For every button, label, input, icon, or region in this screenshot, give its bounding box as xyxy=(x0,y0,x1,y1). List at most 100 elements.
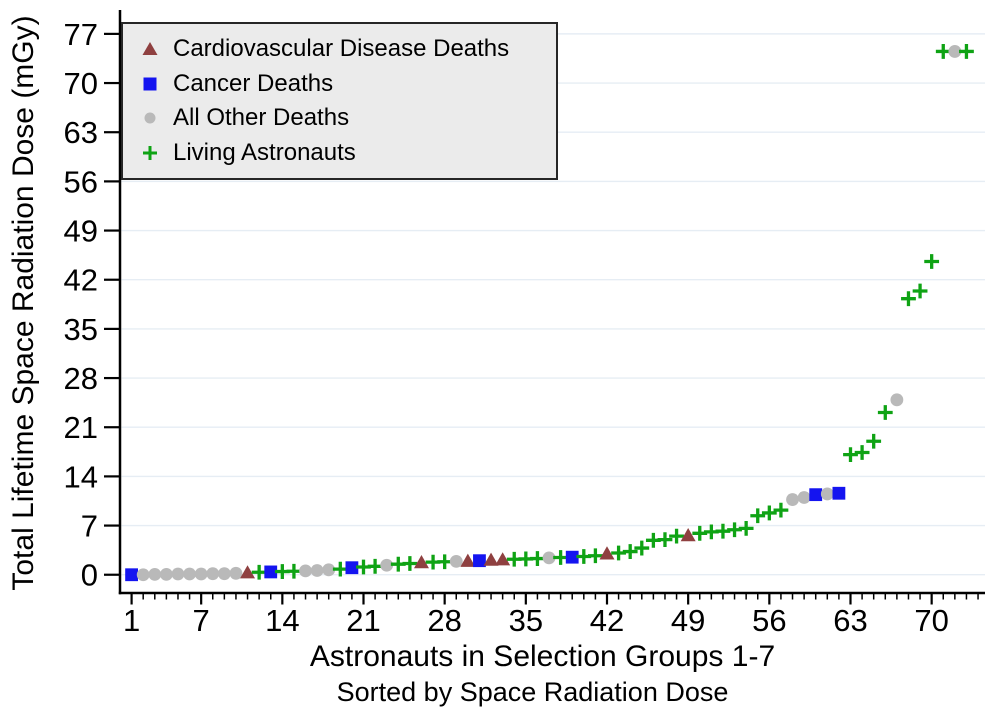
data-point-plus xyxy=(553,550,569,565)
data-point-circle xyxy=(171,567,185,581)
x-tick-label-35: 35 xyxy=(509,603,543,638)
data-point-plus xyxy=(622,544,638,559)
data-point-circle xyxy=(322,563,336,577)
x-axis-subtitle: Sorted by Space Radiation Dose xyxy=(336,677,729,707)
legend-label: Living Astronauts xyxy=(173,139,356,167)
y-tick-label-35: 35 xyxy=(64,312,98,347)
data-point-plus xyxy=(773,502,789,518)
y-tick-label-21: 21 xyxy=(64,410,98,445)
data-point-circle xyxy=(542,551,556,565)
data-point-circle xyxy=(148,567,162,581)
data-point-triangle xyxy=(599,546,615,560)
data-point-triangle xyxy=(680,528,696,542)
x-tick-label-49: 49 xyxy=(671,603,705,638)
data-point-triangle xyxy=(495,552,511,566)
data-point-triangle xyxy=(483,552,499,566)
data-point-circle xyxy=(948,45,962,58)
y-axis-title: Total Lifetime Space Radiation Dose (mGy… xyxy=(7,15,40,591)
y-tick-label-7: 7 xyxy=(81,509,98,544)
data-point-circle xyxy=(890,393,904,407)
data-point-circle xyxy=(159,567,173,581)
x-tick-label-28: 28 xyxy=(427,603,461,638)
x-axis-title: Astronauts in Selection Groups 1-7 xyxy=(309,640,776,673)
square-legend-icon xyxy=(143,77,157,91)
data-point-plus xyxy=(367,558,383,574)
data-point-circle xyxy=(449,554,463,568)
data-point-circle xyxy=(310,564,324,577)
data-point-plus xyxy=(738,520,754,536)
y-tick-label-70: 70 xyxy=(64,66,98,101)
data-point-plus xyxy=(866,433,882,449)
data-point-plus xyxy=(437,554,453,570)
x-tick-label-14: 14 xyxy=(265,603,299,638)
data-point-plus xyxy=(251,564,267,580)
data-point-circle xyxy=(820,487,834,501)
triangle-glyph xyxy=(142,41,158,55)
legend-label: All Other Deaths xyxy=(173,104,350,132)
x-tick-label-70: 70 xyxy=(914,603,948,638)
y-tick-label-14: 14 xyxy=(64,459,98,494)
x-tick-label-63: 63 xyxy=(833,603,867,638)
circle-legend-icon xyxy=(144,112,156,124)
y-tick-label-42: 42 xyxy=(64,263,98,298)
data-point-plus xyxy=(935,44,951,59)
data-point-plus xyxy=(761,505,777,521)
legend-item-living: Living Astronauts xyxy=(139,141,556,165)
square-glyph xyxy=(143,77,157,91)
data-point-circle xyxy=(797,491,811,504)
data-point-square xyxy=(473,554,486,568)
data-point-plus xyxy=(402,556,418,571)
x-tick-label-1: 1 xyxy=(123,603,140,638)
legend-item-cancer: Cancer Deaths xyxy=(139,69,556,97)
x-tick-label-42: 42 xyxy=(590,603,624,638)
x-tick-label-56: 56 xyxy=(752,603,786,638)
y-tick-label-49: 49 xyxy=(64,214,98,249)
y-tick-label-77: 77 xyxy=(64,17,98,52)
circle-glyph xyxy=(144,112,156,124)
data-point-triangle xyxy=(240,565,256,579)
data-point-plus xyxy=(588,548,603,564)
data-point-plus xyxy=(912,283,928,299)
data-point-circle xyxy=(299,564,312,578)
triangle-legend-icon xyxy=(142,41,158,55)
x-tick-label-7: 7 xyxy=(193,603,210,638)
data-point-plus xyxy=(657,532,673,548)
data-point-plus xyxy=(959,44,974,59)
legend-item-cvd: Cardiovascular Disease Deaths xyxy=(139,34,556,62)
data-point-plus xyxy=(750,508,766,524)
y-tick-label-28: 28 xyxy=(64,361,98,396)
data-point-circle xyxy=(229,566,243,580)
data-point-circle xyxy=(217,567,231,581)
data-point-plus xyxy=(669,528,684,544)
y-tick-label-56: 56 xyxy=(64,164,98,199)
data-point-circle xyxy=(380,558,394,572)
data-point-circle xyxy=(786,493,799,506)
data-point-plus xyxy=(286,563,302,579)
legend-label: Cardiovascular Disease Deaths xyxy=(173,34,510,62)
y-tick-label-0: 0 xyxy=(81,558,98,593)
data-point-square xyxy=(345,561,359,575)
data-point-plus xyxy=(634,540,650,556)
y-tick-label-63: 63 xyxy=(64,115,98,150)
data-point-triangle xyxy=(460,553,476,567)
data-point-circle xyxy=(183,567,196,581)
data-point-plus xyxy=(924,254,940,269)
data-point-square xyxy=(264,565,278,579)
plus-legend-icon xyxy=(143,146,157,161)
data-point-plus xyxy=(901,291,916,307)
data-point-square xyxy=(809,488,823,502)
data-point-circle xyxy=(194,567,208,581)
data-point-plus xyxy=(332,561,348,577)
data-point-square xyxy=(125,568,138,582)
legend: Cardiovascular Disease Deaths Cancer Deat… xyxy=(121,22,558,180)
legend-label: Cancer Deaths xyxy=(173,69,334,97)
data-point-plus xyxy=(854,445,870,460)
plus-glyph xyxy=(143,146,157,161)
data-point-square xyxy=(832,486,846,500)
data-point-plus xyxy=(530,551,545,566)
legend-item-other: All Other Deaths xyxy=(139,106,556,130)
data-point-circle xyxy=(206,567,220,581)
data-point-circle xyxy=(136,568,150,582)
data-point-plus xyxy=(843,447,858,463)
